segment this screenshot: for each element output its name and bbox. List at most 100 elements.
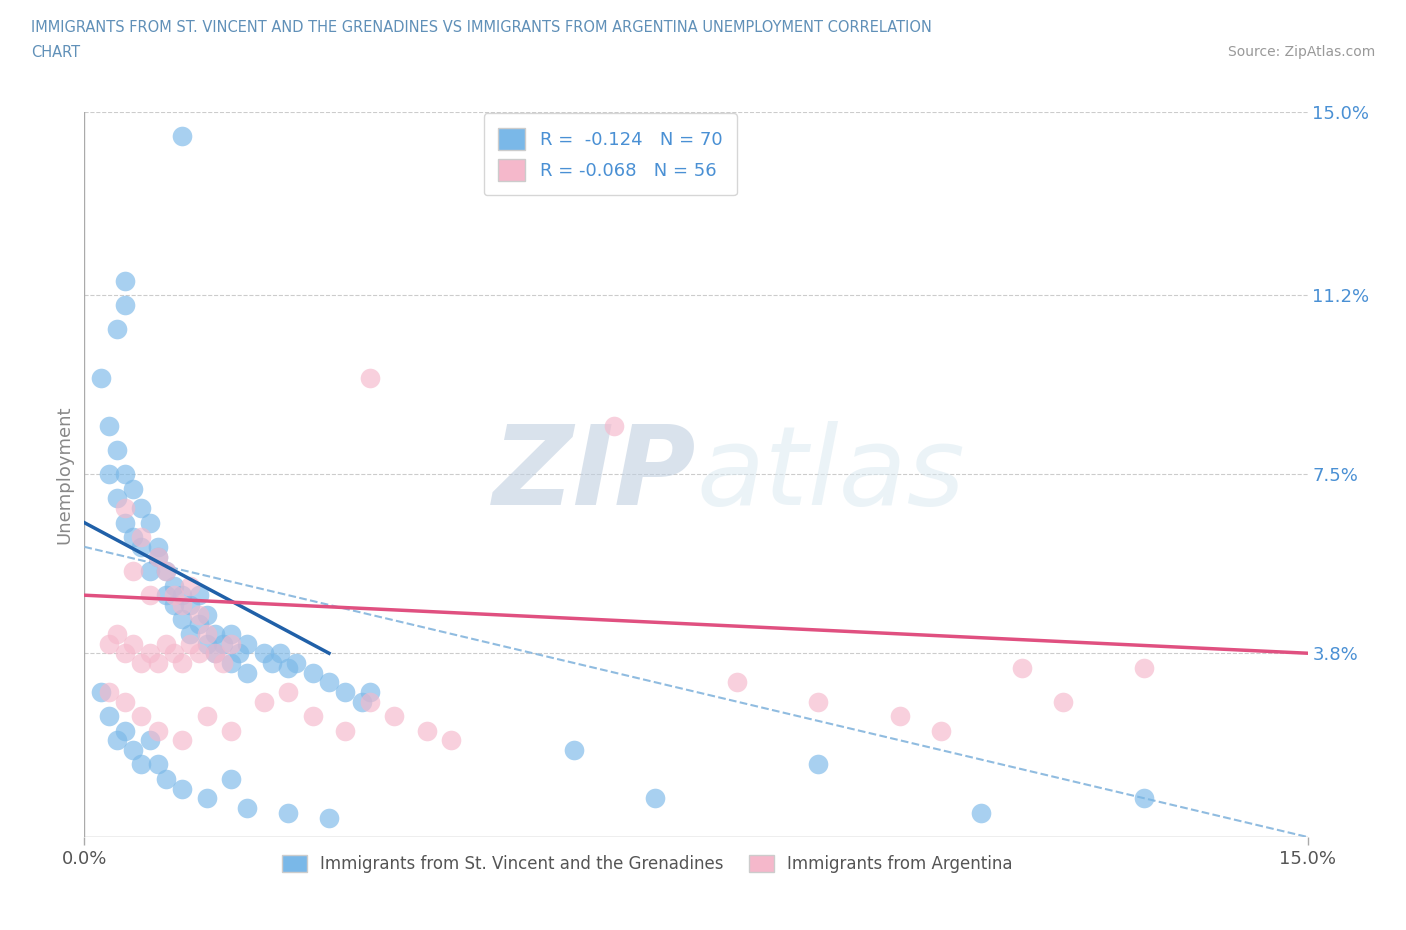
Point xyxy=(318,675,340,690)
Point xyxy=(236,801,259,816)
Point xyxy=(236,636,259,651)
Point xyxy=(163,588,186,603)
Point xyxy=(260,656,283,671)
Point xyxy=(253,694,276,709)
Point xyxy=(114,645,136,660)
Point xyxy=(172,588,194,603)
Point xyxy=(807,694,830,709)
Point xyxy=(105,627,128,642)
Point xyxy=(105,443,128,458)
Point xyxy=(146,549,169,564)
Point xyxy=(155,588,177,603)
Point xyxy=(172,597,194,612)
Point xyxy=(90,370,112,385)
Point xyxy=(138,564,160,578)
Point xyxy=(228,645,250,660)
Text: ZIP: ZIP xyxy=(492,420,696,528)
Point xyxy=(131,656,153,671)
Point xyxy=(277,805,299,820)
Point xyxy=(277,660,299,675)
Text: Source: ZipAtlas.com: Source: ZipAtlas.com xyxy=(1227,45,1375,59)
Point xyxy=(277,684,299,699)
Point xyxy=(114,273,136,288)
Point xyxy=(335,724,357,738)
Point xyxy=(97,684,120,699)
Point xyxy=(219,636,242,651)
Point xyxy=(172,733,194,748)
Point xyxy=(1052,694,1074,709)
Point xyxy=(725,675,748,690)
Point xyxy=(359,370,381,385)
Point xyxy=(195,709,218,724)
Point xyxy=(114,515,136,530)
Point xyxy=(204,627,226,642)
Point xyxy=(219,627,242,642)
Point xyxy=(131,500,153,515)
Point xyxy=(179,627,201,642)
Point xyxy=(97,709,120,724)
Point xyxy=(195,790,218,805)
Point xyxy=(212,636,235,651)
Point xyxy=(122,636,145,651)
Point xyxy=(236,665,259,680)
Point xyxy=(122,482,145,497)
Point xyxy=(146,757,169,772)
Point xyxy=(138,645,160,660)
Point xyxy=(131,709,153,724)
Point xyxy=(359,684,381,699)
Point xyxy=(219,772,242,787)
Point xyxy=(97,467,120,482)
Point xyxy=(416,724,439,738)
Point xyxy=(97,418,120,433)
Point xyxy=(179,597,201,612)
Point xyxy=(131,757,153,772)
Point xyxy=(929,724,952,738)
Point xyxy=(114,724,136,738)
Point xyxy=(212,656,235,671)
Point xyxy=(301,665,323,680)
Text: IMMIGRANTS FROM ST. VINCENT AND THE GRENADINES VS IMMIGRANTS FROM ARGENTINA UNEM: IMMIGRANTS FROM ST. VINCENT AND THE GREN… xyxy=(31,20,932,35)
Point xyxy=(187,588,209,603)
Point xyxy=(105,733,128,748)
Point xyxy=(163,578,186,593)
Point xyxy=(603,418,626,433)
Point xyxy=(359,694,381,709)
Point xyxy=(644,790,666,805)
Point xyxy=(195,636,218,651)
Point xyxy=(155,772,177,787)
Point xyxy=(122,564,145,578)
Point xyxy=(146,549,169,564)
Point xyxy=(105,491,128,506)
Text: CHART: CHART xyxy=(31,45,80,60)
Point xyxy=(1011,660,1033,675)
Point xyxy=(335,684,357,699)
Point xyxy=(301,709,323,724)
Point xyxy=(285,656,308,671)
Point xyxy=(219,656,242,671)
Point xyxy=(318,810,340,825)
Point xyxy=(146,656,169,671)
Legend: Immigrants from St. Vincent and the Grenadines, Immigrants from Argentina: Immigrants from St. Vincent and the Gren… xyxy=(276,848,1019,880)
Point xyxy=(114,500,136,515)
Point xyxy=(562,742,585,757)
Point xyxy=(131,539,153,554)
Point xyxy=(187,645,209,660)
Text: atlas: atlas xyxy=(696,420,965,528)
Point xyxy=(440,733,463,748)
Point xyxy=(138,733,160,748)
Point xyxy=(138,588,160,603)
Point xyxy=(807,757,830,772)
Point xyxy=(172,128,194,143)
Point xyxy=(204,645,226,660)
Point xyxy=(179,578,201,593)
Point xyxy=(155,636,177,651)
Point xyxy=(889,709,911,724)
Point xyxy=(187,617,209,631)
Point xyxy=(179,636,201,651)
Point xyxy=(172,612,194,627)
Point xyxy=(187,607,209,622)
Point xyxy=(146,724,169,738)
Point xyxy=(105,322,128,337)
Point xyxy=(114,298,136,312)
Point xyxy=(90,684,112,699)
